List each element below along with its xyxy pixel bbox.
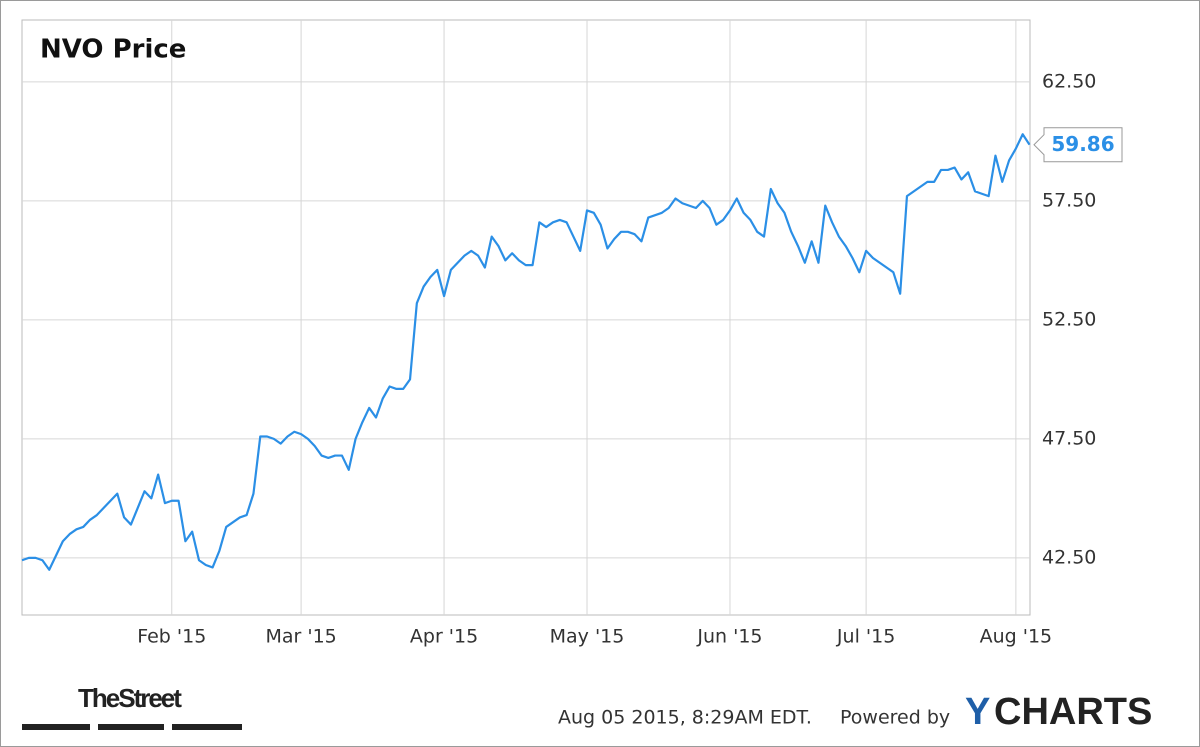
x-tick-label: Jul '15 [836, 626, 895, 648]
chart-title: NVO Price [40, 35, 186, 65]
price-line [21, 133, 1031, 571]
timestamp: Aug 05 2015, 8:29AM EDT. [558, 707, 812, 729]
powered-by: Powered by [840, 707, 950, 729]
x-tick-label: May '15 [550, 626, 625, 648]
x-tick-label: Feb '15 [137, 626, 206, 648]
plot-area [21, 19, 1031, 616]
x-tick-label: Aug '15 [980, 626, 1053, 648]
logo-bar [172, 724, 242, 730]
logo-bar [22, 724, 90, 730]
last-value-label: 59.86 [1051, 132, 1114, 156]
callout-box [1033, 127, 1123, 163]
logo-bar [98, 724, 164, 730]
x-tick-label: Mar '15 [265, 626, 336, 648]
y-tick-label: 52.50 [1042, 308, 1096, 330]
source-logo: TheStreet [78, 683, 182, 713]
last-value-callout: 59.86 [1033, 127, 1123, 163]
x-tick-label: Apr '15 [410, 626, 478, 648]
plot: 42.50 47.50 52.50 57.50 62.50 Feb '15 Mar '15 A… [21, 19, 1123, 648]
brand-y: Y [965, 691, 990, 733]
brand-name: CHARTS [994, 691, 1152, 733]
x-tick-label: Jun '15 [696, 626, 762, 648]
y-tick-label: 47.50 [1042, 427, 1096, 449]
y-tick-label: 57.50 [1042, 189, 1096, 211]
y-tick-label: 62.50 [1042, 70, 1096, 92]
y-tick-label: 42.50 [1042, 546, 1096, 568]
